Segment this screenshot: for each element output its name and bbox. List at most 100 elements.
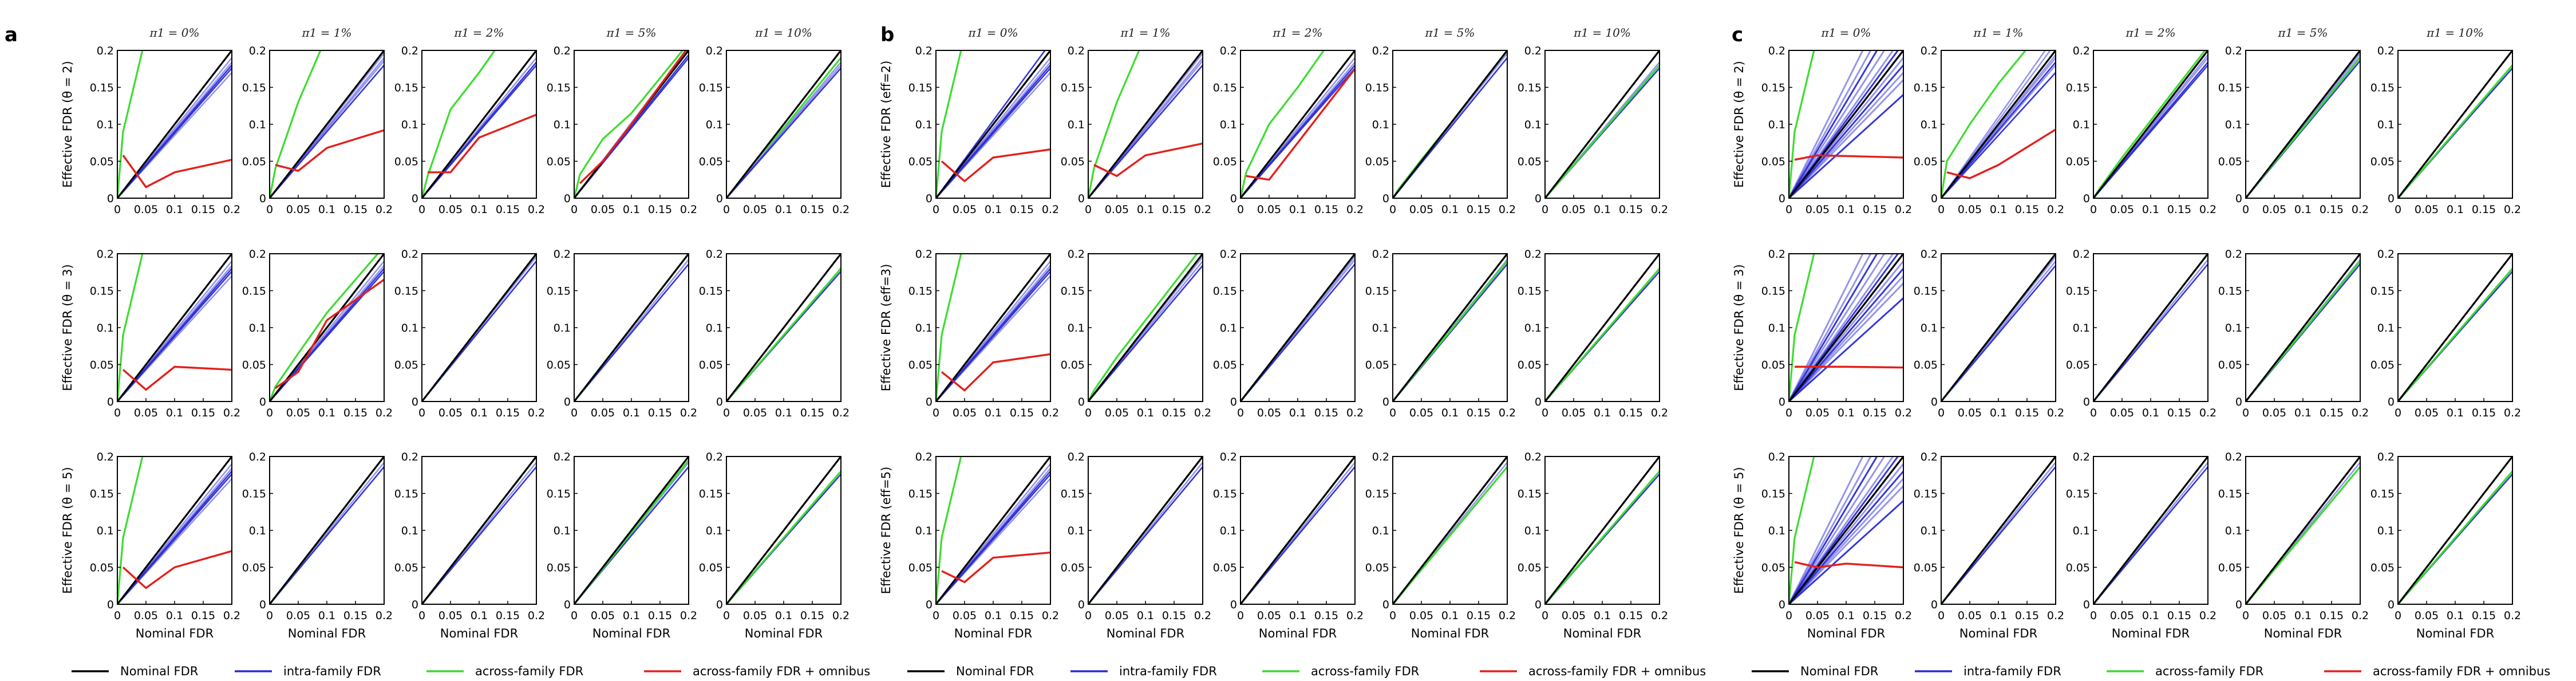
series-lines bbox=[1545, 50, 1660, 198]
nominal-fdr-line bbox=[422, 50, 536, 198]
x-tick-label: 0 bbox=[2090, 609, 2097, 622]
column-title: π1 = 1% bbox=[301, 26, 351, 40]
nominal-fdr-line bbox=[2093, 456, 2208, 604]
across-family-fdr-line bbox=[936, 50, 962, 198]
y-tick-label: 0 bbox=[107, 599, 114, 611]
y-tick-label: 0.05 bbox=[2218, 156, 2242, 168]
y-tick-label: 0 bbox=[1535, 599, 1542, 611]
y-axis-label: Effective FDR (eff=5) bbox=[879, 467, 893, 595]
y-tick-label: 0.1 bbox=[1921, 525, 1938, 537]
y-tick-label: 0.05 bbox=[1761, 562, 1785, 574]
x-tick-label: 0.15 bbox=[2472, 407, 2496, 419]
x-tick-label: 0.05 bbox=[2110, 407, 2134, 419]
legend-label: intra-family FDR bbox=[1119, 664, 1217, 678]
x-axis-label: Nominal FDR bbox=[1411, 627, 1489, 640]
y-tick-label: 0 bbox=[716, 396, 723, 408]
x-tick-label: 0.1 bbox=[2447, 407, 2464, 419]
y-tick-label: 0.15 bbox=[908, 82, 933, 95]
y-tick-label: 0.1 bbox=[2377, 525, 2395, 537]
x-tick-label: 0.2 bbox=[528, 203, 545, 216]
x-tick-label: 0 bbox=[114, 203, 121, 216]
series-lines bbox=[1545, 456, 1660, 604]
y-tick-label: 0.15 bbox=[242, 82, 266, 95]
across-family-omnibus-line bbox=[275, 129, 384, 172]
y-tick-label: 0 bbox=[716, 192, 723, 205]
intra-family-fdr-line bbox=[117, 275, 232, 401]
x-tick-label: 0.1 bbox=[2447, 203, 2464, 216]
intra-family-fdr-line bbox=[1789, 456, 1872, 604]
x-tick-label: 0.1 bbox=[2294, 609, 2312, 622]
panel-letter-c: c bbox=[1732, 23, 1743, 46]
nominal-fdr-line bbox=[1789, 254, 1903, 401]
y-tick-label: 0.15 bbox=[2066, 82, 2090, 95]
series-lines bbox=[2093, 50, 2208, 198]
x-tick-label: 0.1 bbox=[318, 407, 335, 419]
across-family-fdr-line bbox=[117, 50, 144, 198]
subplot-a-r2-c2: 0 0.05 0.1 0.15 0.2 0 0.05 0.1 0.15 0.2 bbox=[242, 248, 393, 419]
subplot-a-r1-c2: π1 = 1% 0 0.05 0.1 0.15 0.2 0 0.05 0.1 0.15 0.2 bbox=[242, 26, 393, 216]
y-tick-label: 0 bbox=[1078, 396, 1085, 408]
y-tick-label: 0 bbox=[2083, 192, 2090, 205]
y-tick-label: 0.2 bbox=[1768, 45, 1785, 57]
x-tick-label: 0.05 bbox=[438, 203, 463, 216]
y-tick-label: 0.15 bbox=[2218, 82, 2242, 95]
y-tick-label: 0.1 bbox=[2377, 322, 2395, 334]
y-tick-label: 0.1 bbox=[1768, 525, 1785, 537]
x-tick-label: 0 bbox=[1542, 609, 1548, 622]
x-tick-label: 0.15 bbox=[2320, 609, 2344, 622]
y-tick-label: 0.2 bbox=[97, 451, 114, 463]
series-lines bbox=[1393, 254, 1507, 401]
subplot-a-r2-c3: 0 0.05 0.1 0.15 0.2 0 0.05 0.1 0.15 0.2 bbox=[394, 248, 545, 419]
y-tick-label: 0.05 bbox=[547, 562, 571, 574]
y-tick-label: 0.15 bbox=[1061, 488, 1085, 501]
intra-family-fdr-line bbox=[1789, 254, 1886, 401]
y-tick-label: 0.2 bbox=[97, 45, 114, 57]
across-family-omnibus-line bbox=[941, 552, 1050, 584]
x-tick-label: 0.1 bbox=[775, 407, 792, 419]
y-tick-label: 0 bbox=[1779, 396, 1785, 408]
x-tick-label: 0.05 bbox=[1409, 609, 1433, 622]
y-tick-label: 0.1 bbox=[249, 322, 266, 334]
x-tick-label: 0.1 bbox=[985, 203, 1002, 216]
x-tick-label: 0.1 bbox=[471, 407, 488, 419]
series-lines bbox=[1088, 254, 1203, 401]
series-lines bbox=[117, 456, 232, 604]
x-tick-label: 0.2 bbox=[1194, 203, 1211, 216]
subplot-a-r1-c3: π1 = 2% 0 0.05 0.1 0.15 0.2 0 0.05 0.1 0.15 0.2 bbox=[394, 26, 545, 216]
y-tick-label: 0.2 bbox=[2073, 45, 2090, 57]
y-tick-label: 0.2 bbox=[1068, 451, 1085, 463]
across-family-omnibus-line bbox=[428, 113, 536, 174]
y-tick-label: 0.15 bbox=[394, 488, 418, 501]
x-tick-label: 0.05 bbox=[1562, 203, 1586, 216]
subplot-a-r1-c4: π1 = 5% 0 0.05 0.1 0.15 0.2 0 0.05 0.1 0.15 0.2 bbox=[547, 26, 697, 216]
x-tick-label: 0.05 bbox=[2262, 609, 2286, 622]
y-tick-label: 0.1 bbox=[401, 322, 418, 334]
across-family-omnibus-line bbox=[941, 148, 1050, 183]
across-family-omnibus-line bbox=[275, 278, 384, 389]
across-family-omnibus-line bbox=[122, 155, 232, 188]
x-tick-label: 0 bbox=[1938, 407, 1945, 419]
y-tick-label: 0.05 bbox=[2370, 562, 2395, 574]
y-tick-label: 0 bbox=[2235, 599, 2242, 611]
y-tick-label: 0.1 bbox=[1524, 525, 1542, 537]
legend-label: across-family FDR bbox=[475, 664, 583, 678]
x-tick-label: 0.15 bbox=[1010, 609, 1034, 622]
y-tick-label: 0 bbox=[107, 396, 114, 408]
series-lines bbox=[1789, 254, 1903, 401]
y-tick-label: 0.05 bbox=[1914, 562, 1938, 574]
y-tick-label: 0.1 bbox=[401, 525, 418, 537]
x-tick-label: 0.2 bbox=[1346, 203, 1364, 216]
x-axis-label: Nominal FDR bbox=[1807, 627, 1885, 640]
subplot-c-r2-c2: 0 0.05 0.1 0.15 0.2 0 0.05 0.1 0.15 0.2 bbox=[1914, 248, 2064, 419]
x-tick-label: 0.2 bbox=[832, 609, 850, 622]
y-tick-label: 0.15 bbox=[908, 488, 933, 501]
subplot-b-r2-c3: 0 0.05 0.1 0.15 0.2 0 0.05 0.1 0.15 0.2 bbox=[1213, 248, 1364, 419]
x-tick-label: 0.15 bbox=[343, 609, 368, 622]
y-tick-label: 0.05 bbox=[1365, 359, 1389, 372]
series-lines bbox=[422, 254, 536, 401]
x-tick-label: 0.15 bbox=[1314, 203, 1338, 216]
subplot-b-r2-c2: 0 0.05 0.1 0.15 0.2 0 0.05 0.1 0.15 0.2 bbox=[1061, 248, 1211, 419]
x-tick-label: 0.2 bbox=[1346, 609, 1364, 622]
y-tick-label: 0 bbox=[1078, 599, 1085, 611]
x-tick-label: 0 bbox=[571, 609, 578, 622]
